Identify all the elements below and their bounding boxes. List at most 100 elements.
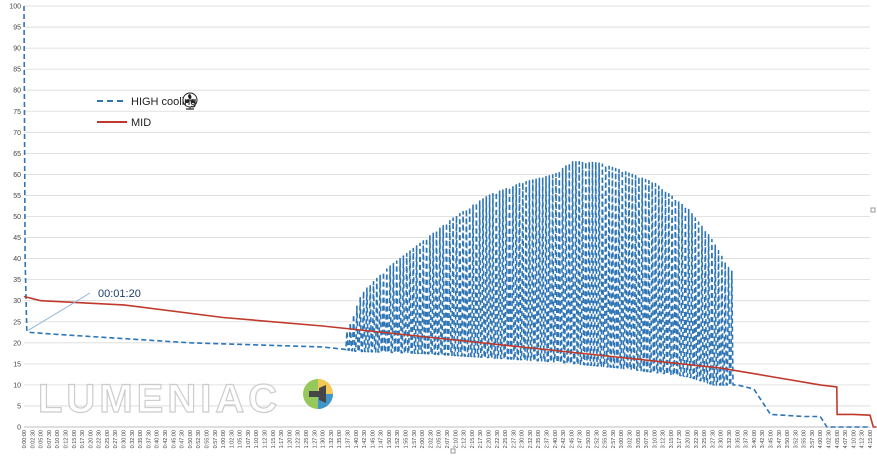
x-tick-label: 1:20:00 [287, 430, 293, 448]
x-tick-label: 2:37:30 [545, 430, 551, 448]
x-tick-label: 2:22:30 [495, 430, 501, 448]
x-tick-label: 4:05:00 [835, 430, 841, 448]
x-tick-label: 4:12:30 [860, 430, 866, 448]
x-tick-label: 4:00:00 [818, 430, 824, 448]
x-tick-label: 3:47:30 [777, 430, 783, 448]
y-tick-label: 55 [13, 193, 21, 200]
y-tick-label: 80 [13, 88, 21, 95]
legend-label-high: HIGH cooling [131, 96, 196, 108]
y-tick-label: 95 [13, 25, 21, 32]
x-tick-label: 0:57:30 [213, 430, 219, 448]
x-tick-label: 1:15:00 [271, 430, 277, 448]
x-tick-label: 3:15:00 [669, 430, 675, 448]
x-tick-label: 1:27:30 [312, 430, 318, 448]
x-tick-label: 3:50:00 [785, 430, 791, 448]
x-tick-label: 2:42:30 [561, 430, 567, 448]
series-high-cooling [23, 5, 870, 428]
x-tick-label: 2:12:30 [462, 430, 468, 448]
x-tick-label: 3:42:30 [760, 430, 766, 448]
x-tick-label: 3:57:30 [810, 430, 816, 448]
x-tick-label: 2:57:30 [611, 430, 617, 448]
x-tick-label: 4:15:00 [868, 430, 874, 448]
y-tick-label: 15 [13, 361, 21, 368]
x-tick-label: 0:40:00 [155, 430, 161, 448]
legend-item-high: HIGH cooling [97, 92, 198, 110]
x-tick-label: 3:22:30 [694, 430, 700, 448]
x-tick-label: 2:20:00 [486, 430, 492, 448]
annotation: 00:01:20 [28, 288, 141, 331]
x-tick-label: 2:30:00 [520, 430, 526, 448]
annotation-leader-line [28, 292, 91, 331]
y-tick-label: 45 [13, 235, 21, 242]
x-tick-label: 2:02:30 [428, 430, 434, 448]
series-mid-line [23, 295, 877, 428]
x-tick-label: 1:55:00 [404, 430, 410, 448]
x-tick-label: 1:12:30 [263, 430, 269, 448]
x-tick-label: 1:22:30 [296, 430, 302, 448]
y-tick-label: 100 [9, 4, 21, 11]
x-tick-label: 2:52:30 [594, 430, 600, 448]
x-tick-label: 0:45:00 [171, 430, 177, 448]
x-tick-label: 4:10:00 [851, 430, 857, 448]
x-tick-label: 3:40:00 [752, 430, 758, 448]
x-tick-label: 2:50:00 [586, 430, 592, 448]
x-tick-label: 2:45:00 [569, 430, 575, 448]
x-tick-label: 3:35:00 [735, 430, 741, 448]
x-tick-label: 0:00:00 [22, 430, 28, 448]
x-tick-label: 3:00:00 [619, 430, 625, 448]
x-tick-label: 3:55:00 [802, 430, 808, 448]
x-tick-label: 3:02:30 [627, 430, 633, 448]
x-tick-label: 1:30:00 [321, 430, 327, 448]
x-tick-label: 0:52:30 [196, 430, 202, 448]
x-tick-label: 3:12:30 [661, 430, 667, 448]
x-tick-label: 0:25:00 [105, 430, 111, 448]
x-tick-label: 2:17:30 [478, 430, 484, 448]
x-tick-label: 0:02:30 [30, 430, 36, 448]
x-tick-label: 1:00:00 [221, 430, 227, 448]
x-tick-label: 1:37:30 [345, 430, 351, 448]
x-tick-label: 1:17:30 [279, 430, 285, 448]
annotation-label: 00:01:20 [98, 288, 141, 300]
y-tick-label: 65 [13, 151, 21, 158]
x-tick-label: 0:32:30 [130, 430, 136, 448]
x-tick-label: 0:10:00 [55, 430, 61, 448]
series-high-line [23, 5, 870, 428]
watermark-text: LUMENIAC [38, 377, 281, 421]
x-tick-label: 0:50:00 [188, 430, 194, 448]
x-tick-label: 3:30:00 [719, 430, 725, 448]
x-axis: 0:00:00 0:02:30 0:05:00 0:07:30 0:10:00 0:12:… [22, 430, 874, 448]
y-tick-label: 60 [13, 172, 21, 179]
y-tick-label: 50 [13, 214, 21, 221]
x-tick-label: 0:22:30 [97, 430, 103, 448]
x-tick-label: 1:57:30 [412, 430, 418, 448]
x-tick-label: 0:27:30 [113, 430, 119, 448]
y-tick-label: 40 [13, 256, 21, 263]
x-tick-label: 4:07:30 [843, 430, 849, 448]
lumeniac-logo-icon [303, 379, 333, 409]
x-tick-label: 1:02:30 [229, 430, 235, 448]
x-tick-label: 3:25:00 [702, 430, 708, 448]
x-tick-label: 3:10:00 [652, 430, 658, 448]
x-tick-label: 0:20:00 [88, 430, 94, 448]
x-tick-label: 0:37:30 [146, 430, 152, 448]
y-tick-label: 85 [13, 67, 21, 74]
x-tick-label: 2:10:00 [453, 430, 459, 448]
x-tick-label: 3:07:30 [644, 430, 650, 448]
x-tick-label: 3:20:00 [686, 430, 692, 448]
y-tick-label: 10 [13, 382, 21, 389]
x-tick-label: 1:07:30 [246, 430, 252, 448]
x-tick-label: 1:32:30 [329, 430, 335, 448]
grid-lines [24, 5, 870, 428]
x-tick-label: 2:55:00 [603, 430, 609, 448]
x-tick-label: 2:05:00 [437, 430, 443, 448]
fan-icon [182, 92, 198, 110]
x-tick-label: 4:02:30 [827, 430, 833, 448]
bottom-edge-handle [450, 448, 456, 454]
y-tick-label: 75 [13, 109, 21, 116]
x-tick-label: 3:05:00 [636, 430, 642, 448]
y-tick-label: 5 [17, 403, 21, 410]
x-tick-label: 1:25:00 [304, 430, 310, 448]
x-tick-label: 0:55:00 [204, 430, 210, 448]
right-edge-handle [870, 207, 876, 213]
x-tick-label: 1:35:00 [337, 430, 343, 448]
